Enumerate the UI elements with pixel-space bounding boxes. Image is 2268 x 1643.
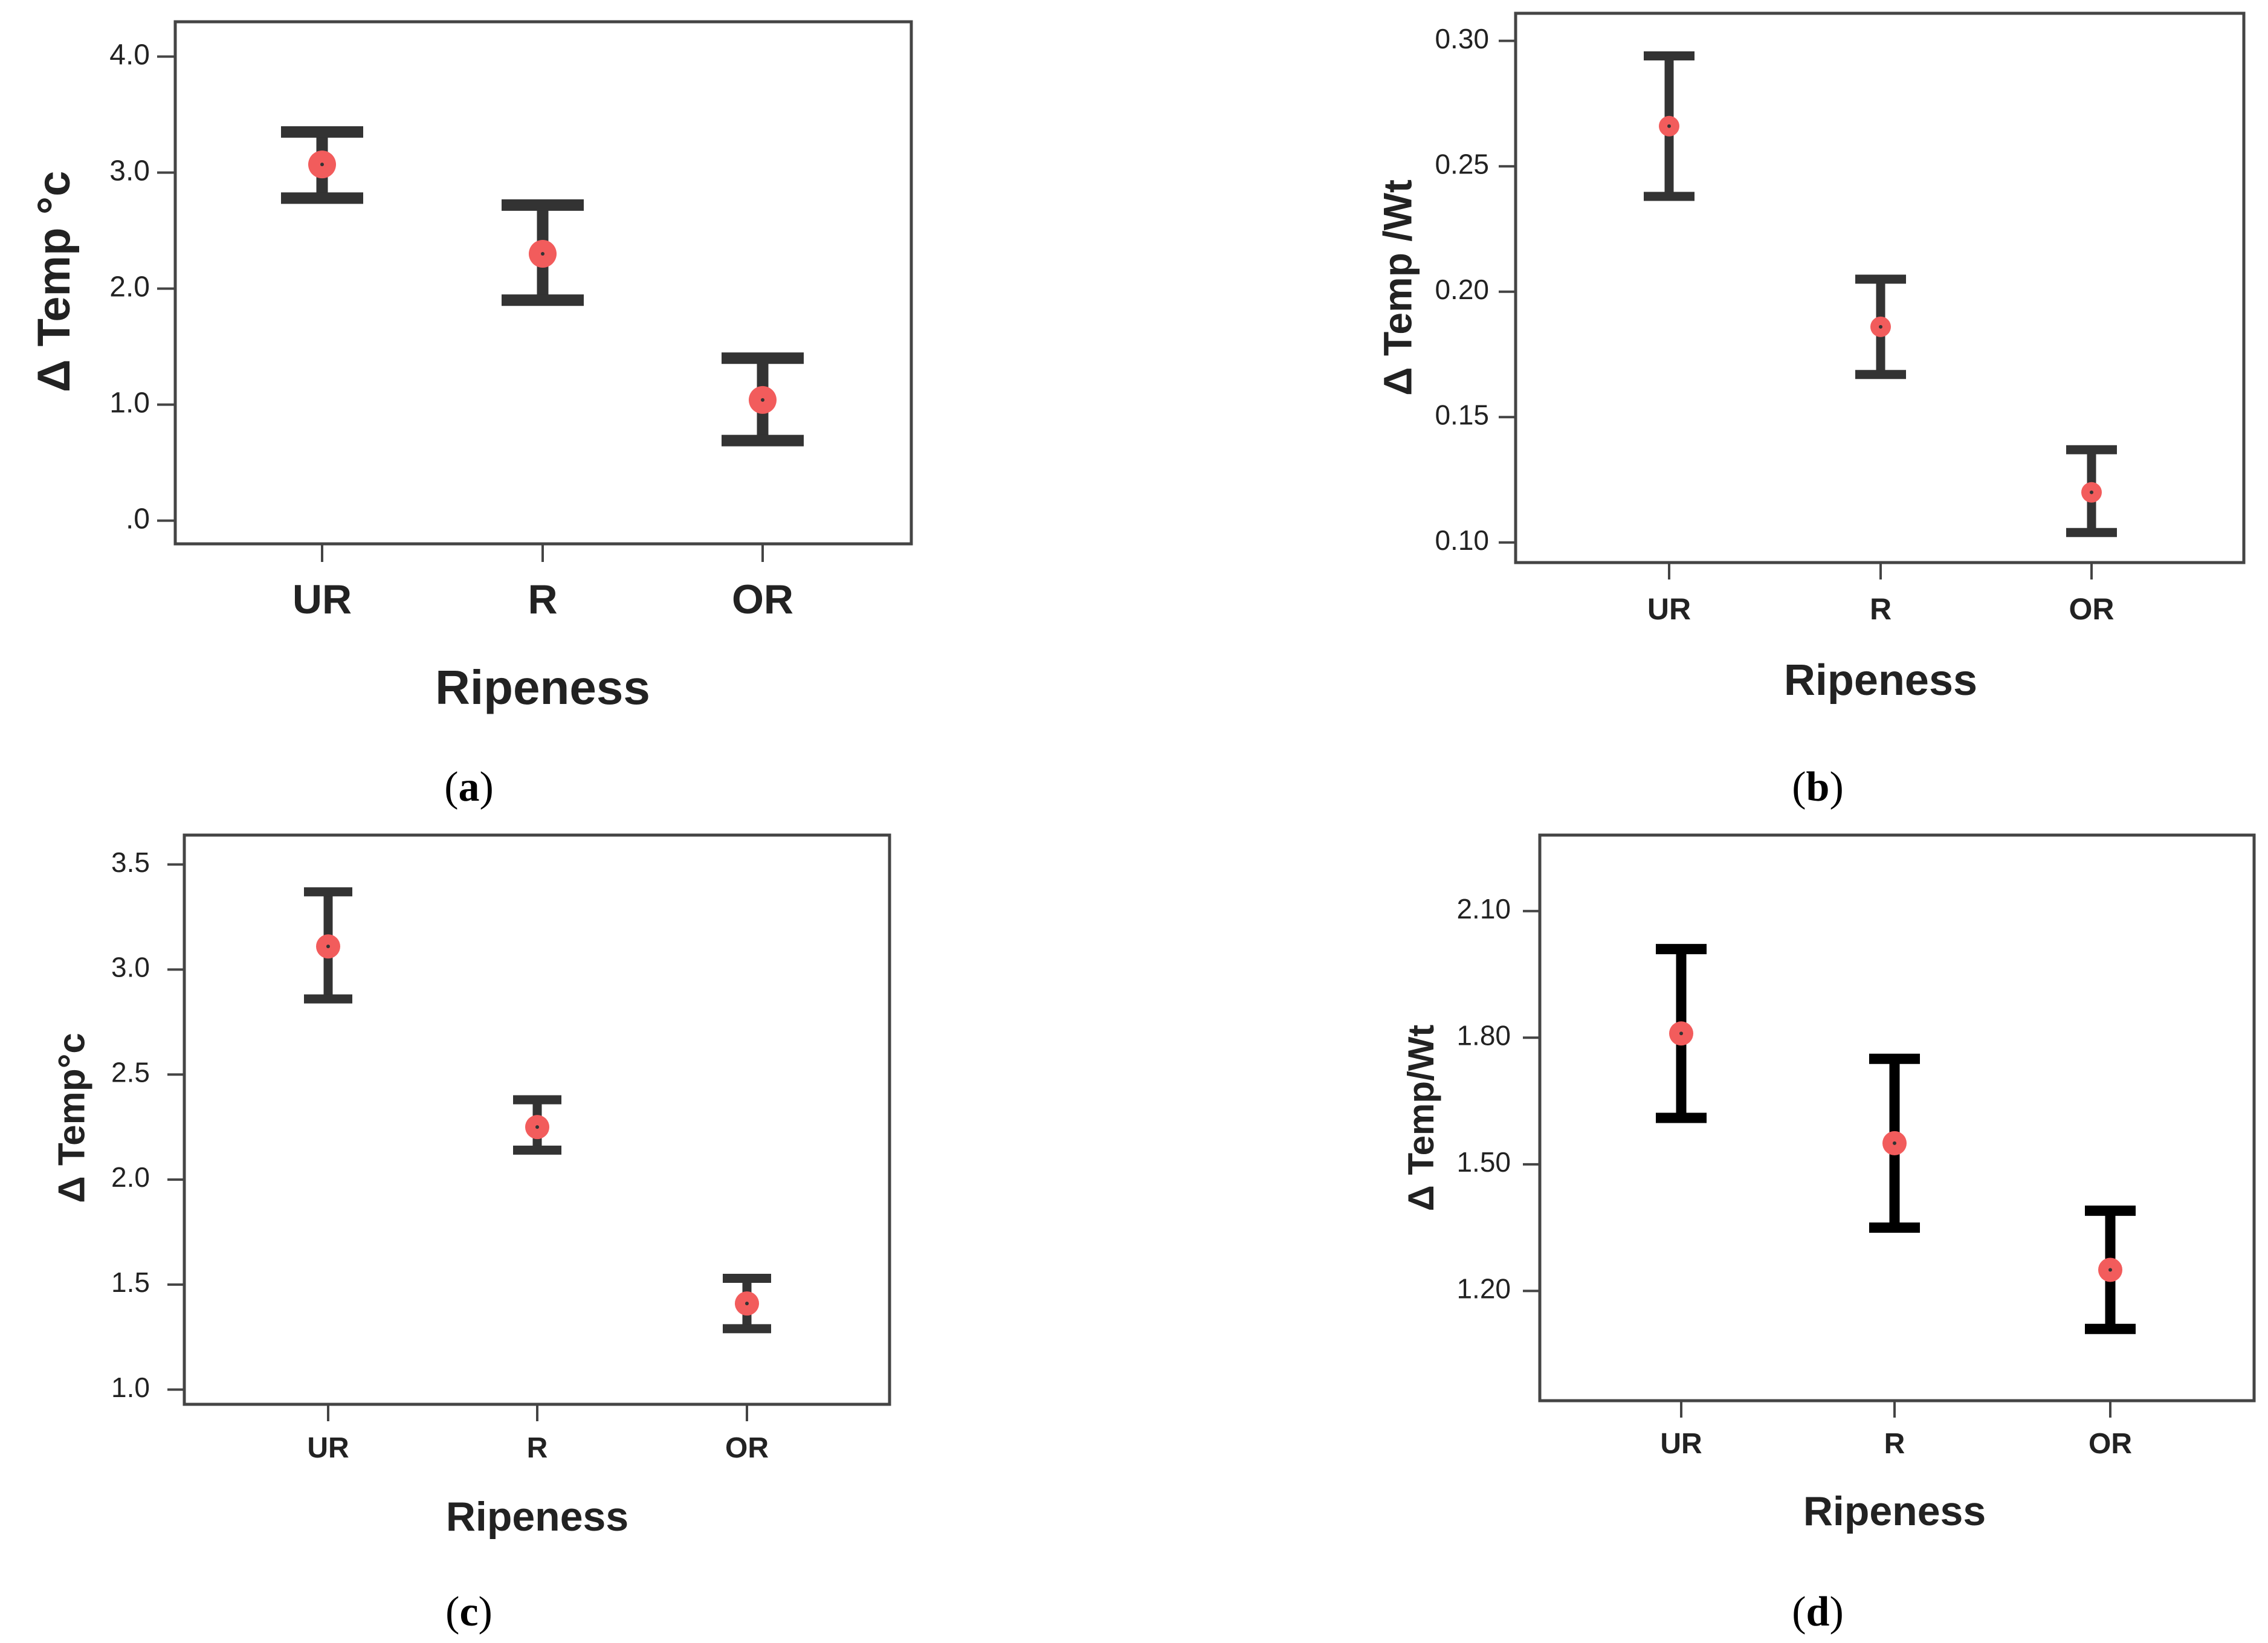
mean-marker-center bbox=[2090, 490, 2093, 494]
y-tick-label: 1.0 bbox=[109, 387, 150, 419]
panel-caption: (d) bbox=[1792, 1589, 1844, 1635]
y-tick-label: 2.0 bbox=[109, 271, 150, 303]
y-tick-label: .0 bbox=[126, 503, 150, 535]
x-category-label: UR bbox=[1647, 592, 1691, 626]
x-category-label: UR bbox=[307, 1432, 349, 1464]
y-tick-label: 0.30 bbox=[1435, 23, 1489, 54]
y-tick-label: 3.5 bbox=[111, 847, 150, 878]
error-bar-or bbox=[722, 352, 804, 447]
plot-frame bbox=[1538, 833, 2256, 1403]
panel-caption-letter: a bbox=[459, 764, 480, 810]
y-axis-title: Δ Temp/Wt bbox=[1401, 1025, 1441, 1212]
x-category-label: OR bbox=[732, 576, 793, 622]
y-tick-label: 1.5 bbox=[111, 1267, 150, 1298]
error-bar-r bbox=[502, 199, 584, 306]
mean-marker-center bbox=[761, 398, 764, 402]
x-category-label: R bbox=[527, 1432, 548, 1464]
mean-marker-center bbox=[1679, 1031, 1683, 1036]
x-category-label: UR bbox=[1660, 1428, 1702, 1460]
x-category-label: UR bbox=[292, 576, 352, 622]
y-tick-label: 1.50 bbox=[1456, 1146, 1511, 1178]
panel-a: .0 1.0 2.0 3.0 4.0 UR R OR Ripeness Δ Temp °c (a) bbox=[28, 20, 913, 810]
x-axis-title: Ripeness bbox=[1784, 656, 1977, 705]
y-tick-label: 1.0 bbox=[111, 1372, 150, 1403]
error-bar-ur bbox=[1656, 944, 1707, 1123]
x-category-label: R bbox=[528, 576, 557, 622]
panel-caption-letter: b bbox=[1806, 764, 1830, 810]
error-bar-ur bbox=[304, 887, 352, 1004]
x-axis-title: Ripeness bbox=[435, 660, 650, 714]
error-bar-or bbox=[723, 1273, 771, 1334]
mean-marker-center bbox=[1879, 324, 1882, 329]
y-tick-label: 2.0 bbox=[111, 1161, 150, 1193]
error-bar-or bbox=[2066, 445, 2117, 537]
panel-caption: (b) bbox=[1792, 764, 1844, 810]
mean-marker-center bbox=[326, 944, 330, 949]
x-category-label: OR bbox=[2089, 1428, 2132, 1460]
y-tick-label: 0.10 bbox=[1435, 525, 1489, 556]
mean-marker-center bbox=[745, 1302, 749, 1306]
y-tick-label: 0.20 bbox=[1435, 274, 1489, 305]
y-tick-label: 2.5 bbox=[111, 1056, 150, 1088]
panel-b: 0.10 0.15 0.20 0.25 0.30 UR R OR Ripeness Δ Temp … bbox=[1375, 11, 2246, 810]
y-tick-label: 4.0 bbox=[109, 39, 150, 71]
mean-marker-center bbox=[320, 163, 324, 167]
mean-marker-center bbox=[535, 1125, 539, 1129]
mean-marker-center bbox=[1893, 1141, 1896, 1145]
x-axis-title: Ripeness bbox=[446, 1494, 628, 1540]
error-bar-ur bbox=[1644, 51, 1695, 201]
y-tick-label: 1.80 bbox=[1456, 1019, 1511, 1051]
mean-marker-center bbox=[541, 252, 544, 256]
mean-marker-center bbox=[1667, 124, 1671, 128]
x-category-label: R bbox=[1870, 592, 1892, 626]
y-tick-label: 0.15 bbox=[1435, 399, 1489, 430]
error-bar-r bbox=[1855, 274, 1906, 379]
y-axis-title: Δ Temp /Wt bbox=[1375, 179, 1420, 396]
y-axis-title: Δ Temp°c bbox=[51, 1033, 92, 1203]
panel-d: 1.20 1.50 1.80 2.10 UR R OR Ripeness Δ Temp/Wt (d… bbox=[1401, 833, 2256, 1635]
y-tick-label: 3.0 bbox=[109, 155, 150, 187]
panel-c: 1.0 1.5 2.0 2.5 3.0 3.5 UR R OR Ripeness Δ Temp°c (… bbox=[51, 833, 891, 1635]
panel-caption: (a) bbox=[444, 764, 494, 810]
x-category-label: R bbox=[1884, 1428, 1905, 1460]
y-tick-label: 1.20 bbox=[1456, 1273, 1511, 1305]
x-category-label: OR bbox=[725, 1432, 769, 1464]
y-tick-label: 2.10 bbox=[1456, 893, 1511, 925]
y-tick-label: 0.25 bbox=[1435, 148, 1489, 179]
y-axis-title: Δ Temp °c bbox=[28, 171, 80, 393]
panel-caption: (c) bbox=[445, 1589, 493, 1635]
error-bar-r bbox=[1869, 1053, 1920, 1233]
y-tick-label: 3.0 bbox=[111, 952, 150, 983]
panel-caption-letter: c bbox=[459, 1589, 478, 1635]
error-bar-or bbox=[2085, 1206, 2136, 1334]
error-bar-ur bbox=[281, 126, 363, 204]
x-category-label: OR bbox=[2069, 592, 2115, 626]
mean-marker-center bbox=[2108, 1268, 2112, 1272]
panel-caption-letter: d bbox=[1806, 1589, 1830, 1635]
error-bar-r bbox=[513, 1095, 561, 1155]
x-axis-title: Ripeness bbox=[1803, 1488, 1986, 1534]
